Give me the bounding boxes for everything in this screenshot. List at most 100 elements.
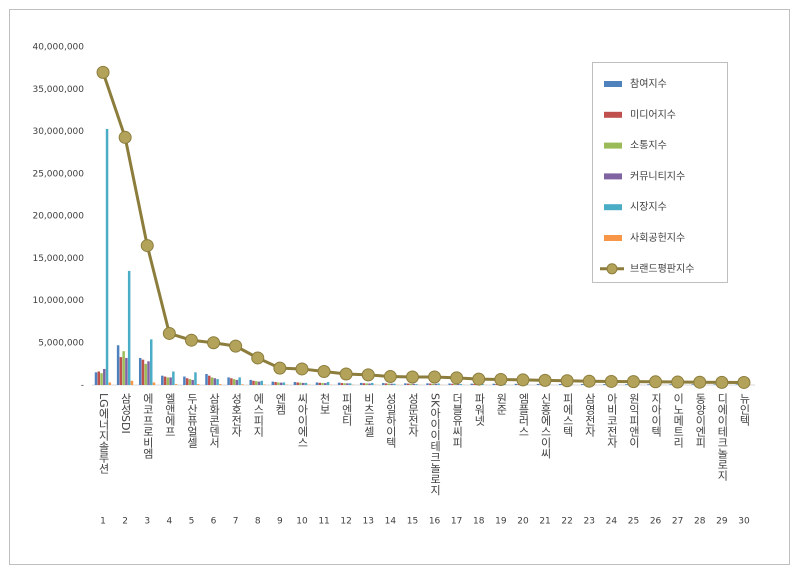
marker	[361, 368, 375, 382]
x-tick-label: 뉴인텍	[738, 393, 751, 426]
marker	[207, 336, 221, 350]
bar	[365, 383, 368, 385]
bar	[735, 384, 739, 385]
bar	[144, 363, 147, 385]
marker	[405, 370, 419, 384]
bar	[669, 384, 672, 385]
x-tick-label: 피에스텍	[561, 393, 574, 437]
x-tick-label: 삼화콘덴서	[208, 393, 221, 449]
bar	[257, 381, 261, 385]
bar	[141, 359, 145, 385]
bar	[282, 382, 286, 385]
bar	[326, 382, 330, 385]
marker	[715, 375, 729, 389]
x-rank-label: 9	[277, 517, 283, 527]
bar	[293, 382, 297, 385]
x-tick-label: LG에너지솔루션	[97, 393, 110, 474]
bar	[163, 376, 167, 385]
y-tick-label: 20,000,000	[32, 212, 84, 222]
legend-label: 참여지수	[630, 78, 667, 90]
marker	[737, 375, 751, 389]
bar	[152, 382, 156, 385]
x-rank-label: 24	[606, 517, 618, 527]
bar	[318, 382, 322, 385]
legend-label: 커뮤니티지수	[630, 170, 685, 182]
bar	[337, 382, 341, 385]
marker	[472, 372, 486, 386]
marker	[693, 375, 707, 389]
y-tick-label: 25,000,000	[32, 169, 84, 179]
bar	[299, 382, 302, 385]
x-tick-label: 이노메트리	[672, 393, 685, 448]
bar	[713, 384, 717, 385]
bar	[321, 382, 324, 385]
bar	[406, 383, 410, 385]
x-rank-label: 4	[166, 517, 172, 527]
bar	[371, 382, 374, 385]
bar	[558, 383, 562, 385]
marker	[317, 364, 331, 378]
bar	[235, 379, 239, 385]
marker	[339, 367, 353, 381]
bar	[429, 383, 432, 385]
bar	[208, 375, 211, 385]
bar	[161, 375, 164, 385]
y-tick-label: 30,000,000	[32, 127, 84, 137]
marker	[96, 65, 110, 79]
x-tick-label: 성일하이텍	[384, 393, 397, 448]
x-rank-label: 15	[407, 517, 418, 527]
x-tick-label: 에코프로비엠	[141, 393, 154, 459]
bar	[252, 380, 255, 385]
bar	[216, 379, 219, 385]
x-tick-label: 파워넷	[473, 393, 486, 426]
marker	[383, 370, 397, 384]
x-rank-label: 5	[189, 517, 195, 527]
x-tick-label: 신흥에스이씨	[539, 393, 552, 459]
x-rank-label: 14	[385, 517, 397, 527]
x-rank-label: 13	[363, 517, 374, 527]
bar	[359, 382, 363, 385]
bar	[127, 270, 131, 385]
x-rank-label: 27	[672, 517, 683, 527]
x-rank-label: 6	[211, 517, 217, 527]
marker	[251, 351, 265, 365]
bar	[279, 382, 283, 385]
x-rank-label: 7	[233, 517, 239, 527]
bar	[390, 383, 393, 385]
x-rank-label: 21	[539, 517, 550, 527]
legend-symbol	[604, 204, 622, 211]
x-rank-label: 28	[694, 517, 706, 527]
x-tick-label: 두산퓨얼셀	[185, 393, 198, 448]
bar	[274, 382, 277, 385]
bar	[166, 377, 170, 385]
bar	[241, 384, 244, 385]
y-tick-label: 40,000,000	[32, 43, 84, 53]
bar	[249, 379, 252, 385]
x-tick-label: 에스피지	[252, 393, 265, 437]
bar	[470, 383, 473, 385]
x-tick-label: 더블유씨피	[451, 393, 464, 448]
bar	[196, 384, 200, 385]
x-tick-label: 아비코전자	[605, 393, 618, 448]
legend-symbol	[604, 81, 622, 87]
legend-box	[592, 62, 728, 283]
bar	[387, 383, 391, 385]
legend-symbol	[606, 263, 618, 275]
bar	[404, 383, 407, 385]
bar	[277, 382, 280, 385]
bar	[384, 383, 388, 385]
bar	[647, 384, 650, 385]
marker	[450, 371, 464, 385]
x-rank-label: 19	[495, 517, 507, 527]
x-rank-label: 2	[122, 517, 128, 527]
bar	[150, 339, 153, 385]
marker	[516, 373, 530, 387]
bar	[103, 368, 106, 385]
x-rank-label: 17	[451, 517, 462, 527]
bar	[625, 384, 628, 385]
legend-label: 소통지수	[630, 140, 667, 152]
bar	[230, 378, 233, 385]
bar	[368, 383, 371, 385]
bar	[346, 383, 349, 385]
